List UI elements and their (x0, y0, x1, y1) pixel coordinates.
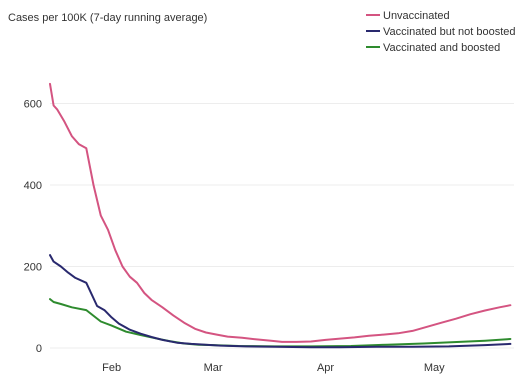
legend-label: Unvaccinated (383, 10, 450, 22)
y-tick-label: 400 (24, 180, 42, 192)
y-tick-label: 600 (24, 99, 42, 111)
x-tick-label: Feb (102, 362, 121, 374)
x-tick-label: Apr (317, 362, 334, 374)
legend: Unvaccinated Vaccinated but not boosted Va… (366, 10, 516, 54)
x-tick-label: May (424, 362, 445, 374)
gridlines (50, 103, 514, 349)
y-axis-title: Cases per 100K (7-day running average) (8, 12, 207, 24)
x-axis-ticks: Feb Mar Apr May (102, 362, 445, 374)
y-tick-label: 200 (24, 262, 42, 274)
legend-label: Vaccinated and boosted (383, 42, 500, 54)
x-tick-label: Mar (204, 362, 223, 374)
series-line-unvaccinated (49, 82, 512, 343)
legend-label: Vaccinated but not boosted (383, 26, 516, 38)
series-lines (49, 82, 512, 349)
series-line-vaccinated-but-not-boosted (49, 254, 512, 349)
y-tick-label: 0 (36, 343, 42, 355)
y-axis-ticks: 0 200 400 600 (24, 99, 42, 356)
